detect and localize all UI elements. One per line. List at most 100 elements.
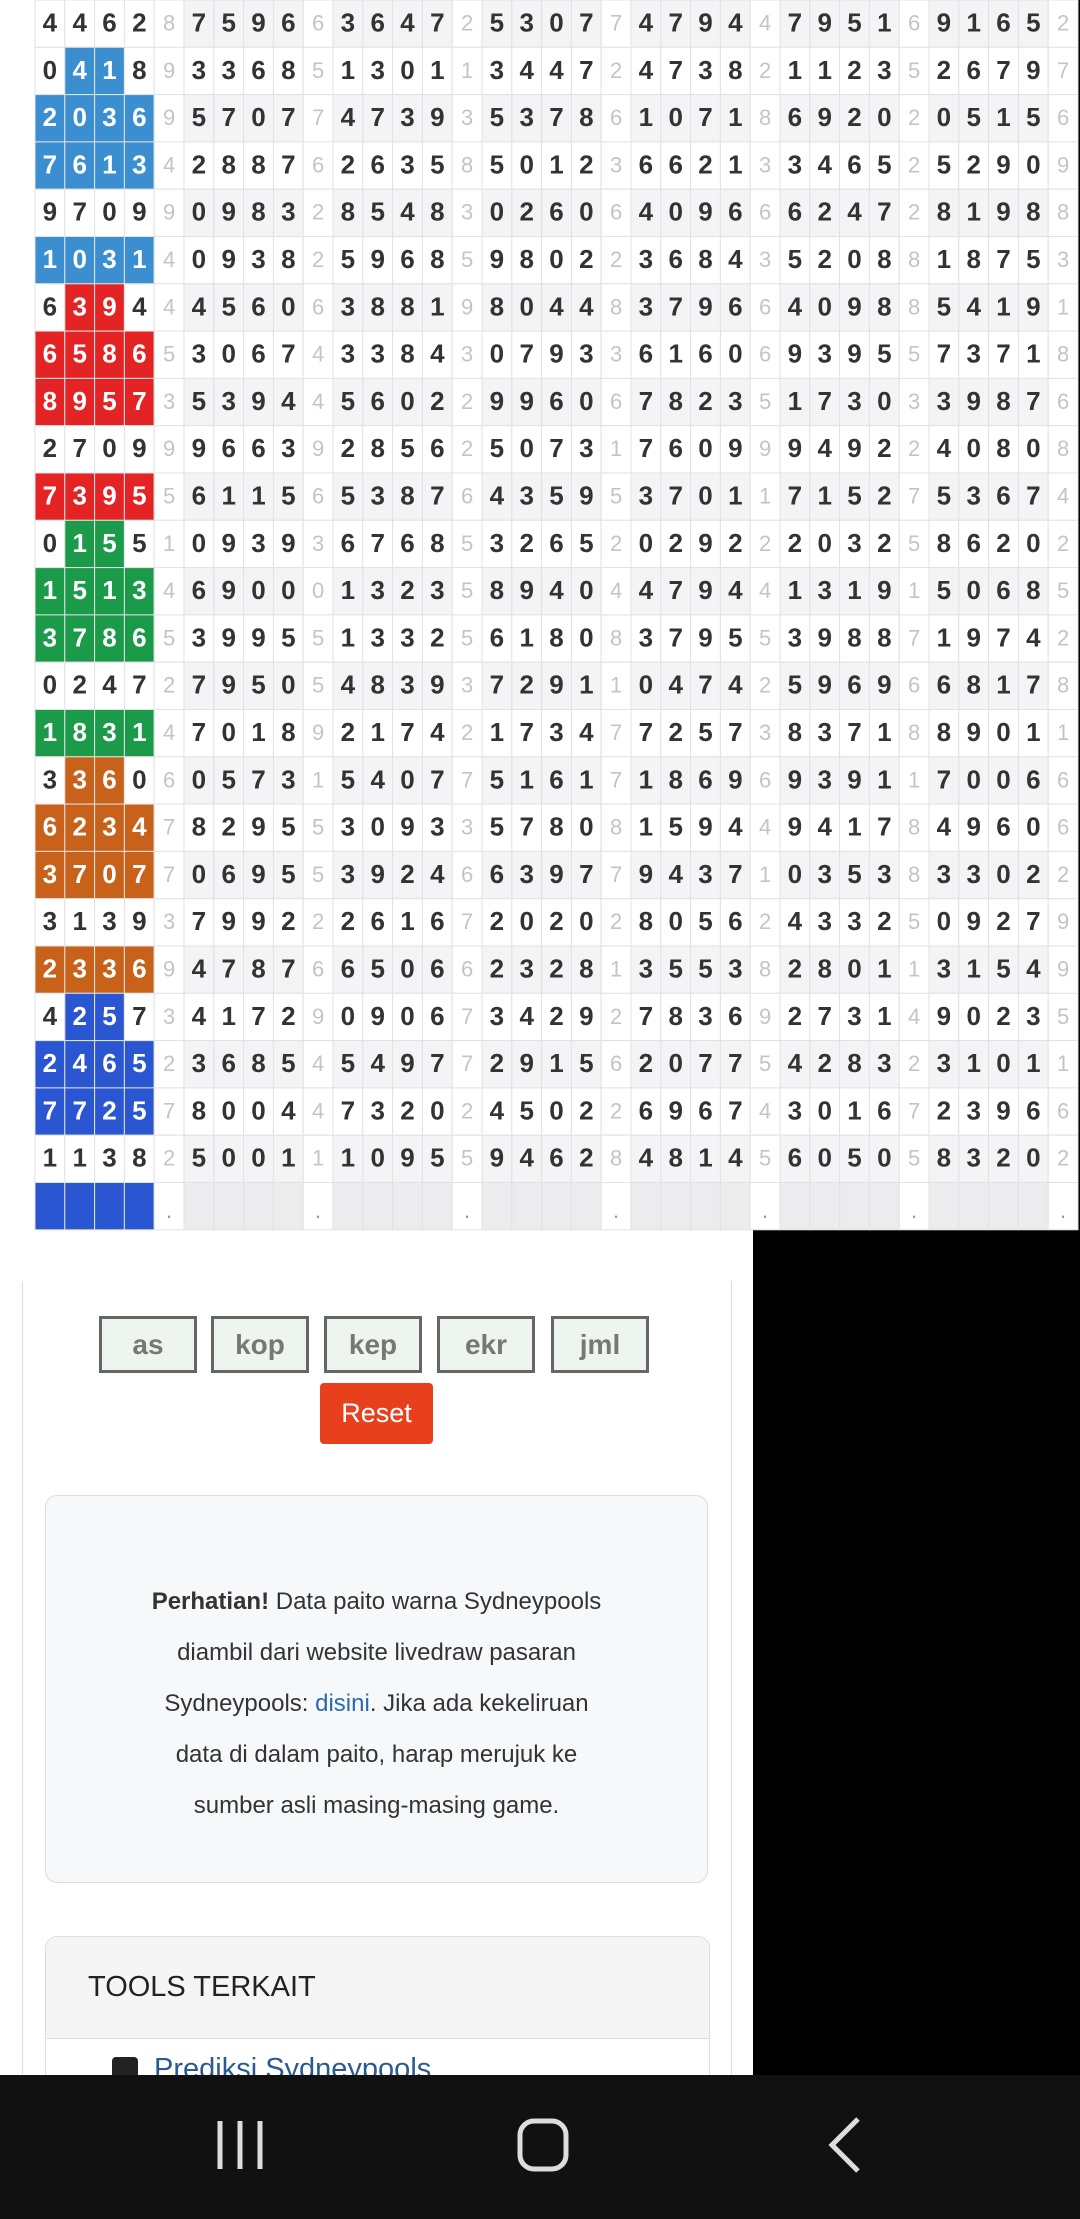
digit: 5	[788, 670, 802, 700]
filter-button[interactable]: ekr	[437, 1316, 535, 1373]
digit: 2	[43, 954, 57, 984]
digit: 0	[251, 102, 265, 132]
separator-digit: 4	[163, 152, 175, 177]
digit: 7	[579, 55, 593, 85]
digit: 7	[1026, 906, 1040, 936]
separator-digit: 6	[1057, 105, 1069, 130]
digit: 6	[490, 622, 504, 652]
digit: 0	[579, 197, 593, 227]
digit: 1	[370, 717, 384, 747]
digit: 0	[400, 954, 414, 984]
digit: 4	[1026, 954, 1041, 984]
cell	[719, 472, 751, 521]
separator-digit: 3	[461, 342, 473, 367]
cell	[1017, 1040, 1049, 1089]
separator-digit: 4	[759, 815, 771, 840]
cell	[839, 236, 870, 285]
cell	[630, 330, 662, 379]
cell	[898, 850, 930, 900]
digit: 9	[966, 812, 980, 842]
filter-button[interactable]: kep	[324, 1316, 422, 1373]
cell	[332, 1087, 364, 1136]
cell	[719, 567, 751, 616]
cell	[600, 992, 632, 1042]
cell	[988, 94, 1019, 143]
digit: 2	[102, 1095, 116, 1125]
cell	[958, 0, 990, 48]
digit: 6	[490, 859, 504, 889]
digit: 5	[788, 244, 802, 274]
cell	[600, 472, 632, 521]
cell	[749, 1182, 781, 1231]
filter-button[interactable]: kop	[211, 1316, 309, 1373]
digit: 1	[788, 386, 802, 416]
digit: 7	[430, 1048, 444, 1078]
cell	[481, 1040, 513, 1089]
digit: 0	[192, 244, 206, 274]
digit: 3	[966, 859, 980, 889]
notice-link[interactable]: disini	[315, 1690, 370, 1717]
digit: 8	[251, 954, 265, 984]
digit: 4	[728, 812, 743, 842]
cell	[272, 1087, 304, 1136]
digit: 1	[430, 55, 444, 85]
digit: 0	[549, 244, 563, 274]
digit: 1	[877, 1001, 891, 1031]
filter-button[interactable]: as	[99, 1316, 197, 1373]
separator-digit: 2	[312, 909, 324, 934]
cell	[451, 945, 483, 994]
digit: 4	[579, 291, 594, 321]
digit: 6	[549, 764, 563, 794]
cell	[570, 945, 602, 994]
separator-digit: 5	[759, 625, 771, 650]
cell	[421, 472, 453, 521]
cell	[928, 330, 960, 379]
filter-button[interactable]: jml	[551, 1316, 649, 1373]
digit: 5	[996, 954, 1010, 984]
digit: 8	[847, 622, 861, 652]
reset-button[interactable]: Reset	[320, 1383, 433, 1444]
cell	[362, 519, 394, 569]
cell	[1017, 283, 1049, 332]
digit: 0	[579, 386, 593, 416]
digit: 7	[937, 764, 951, 794]
digit: 0	[668, 102, 682, 132]
cell	[451, 46, 483, 96]
digit: 1	[251, 717, 265, 747]
digit: 5	[490, 149, 504, 179]
digit: 0	[877, 102, 891, 132]
digit: 5	[102, 1001, 116, 1031]
digit: 9	[251, 812, 265, 842]
digit: 0	[1026, 1143, 1040, 1173]
cell	[481, 850, 513, 900]
content-border	[22, 1281, 732, 2075]
separator-digit: 5	[1057, 578, 1069, 603]
digit: 2	[788, 954, 802, 984]
digit: 2	[519, 670, 533, 700]
cell	[243, 1134, 274, 1183]
cell	[183, 1040, 215, 1089]
digit: 6	[281, 8, 295, 38]
digit: 3	[400, 149, 414, 179]
digit: 4	[370, 764, 385, 794]
digit: 0	[102, 859, 116, 889]
cell	[392, 46, 423, 96]
cell	[570, 567, 602, 616]
digit: 3	[519, 859, 533, 889]
cell	[392, 519, 423, 569]
cell	[243, 425, 274, 474]
cell	[153, 377, 185, 427]
separator-digit: 8	[908, 247, 920, 272]
separator-digit: 9	[461, 294, 473, 319]
digit: 2	[996, 1001, 1010, 1031]
digit: 7	[668, 575, 682, 605]
digit: 6	[430, 906, 444, 936]
cell	[779, 567, 811, 616]
cell	[958, 377, 990, 427]
cell	[362, 803, 394, 852]
digit: 0	[579, 812, 593, 842]
cell	[600, 1182, 632, 1231]
separator-digit: 5	[461, 1146, 473, 1171]
separator-digit: 6	[461, 483, 473, 508]
cell	[511, 567, 543, 616]
